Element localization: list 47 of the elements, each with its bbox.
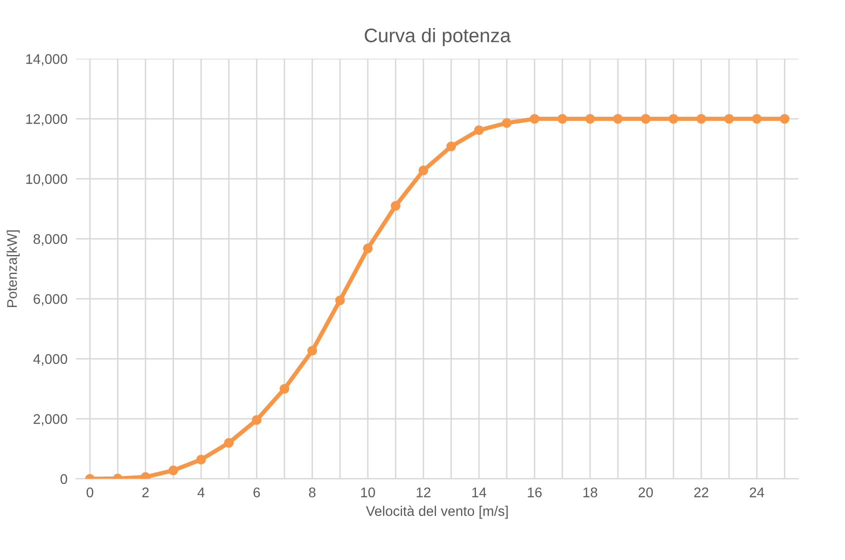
x-tick-label: 12 [416, 488, 430, 498]
x-tick-label: 18 [583, 488, 598, 498]
point [502, 118, 512, 128]
point [530, 114, 540, 124]
point [696, 114, 706, 124]
y-tick-label: 12,000 [26, 114, 68, 126]
point [724, 114, 734, 124]
point [585, 114, 595, 124]
x-tick-label: 24 [750, 488, 764, 498]
x-tick-label: 8 [308, 488, 316, 498]
y-tick-label: 4,000 [33, 354, 68, 366]
x-tick-label: 22 [694, 488, 708, 498]
point [780, 114, 790, 124]
point [196, 454, 206, 464]
point [390, 200, 400, 211]
y-tick-label: 6,000 [34, 294, 68, 306]
point [640, 114, 651, 124]
point [362, 244, 373, 254]
y-tick-label: 14,000 [26, 54, 68, 66]
chart-title: Curva di potenza [364, 28, 511, 46]
y-tick-label: 0 [60, 474, 68, 484]
y-tick-label: 8,000 [34, 234, 68, 246]
point [418, 166, 428, 176]
y-tick-label: 2,000 [34, 414, 68, 426]
x-tick-label: 2 [142, 488, 149, 498]
point [335, 295, 345, 306]
point [252, 415, 262, 425]
point [752, 114, 762, 124]
x-tick-label: 10 [361, 488, 375, 498]
point [307, 346, 318, 356]
x-tick-label: 20 [638, 488, 653, 498]
point [446, 142, 456, 152]
point [224, 438, 234, 448]
x-tick-label: 14 [472, 488, 486, 498]
point [613, 114, 623, 124]
point [668, 114, 678, 124]
point [280, 384, 290, 394]
x-axis-title: Velocità del vento [m/s] [366, 506, 508, 519]
x-tick-label: 16 [528, 488, 542, 498]
point [557, 114, 568, 124]
y-axis-title: Potenza[kW] [6, 230, 20, 308]
point [168, 466, 178, 476]
point [474, 125, 484, 136]
y-tick-label: 10,000 [26, 174, 68, 186]
x-tick-label: 4 [198, 488, 205, 498]
x-tick-label: 6 [254, 488, 260, 498]
x-tick-label: 0 [86, 488, 94, 498]
